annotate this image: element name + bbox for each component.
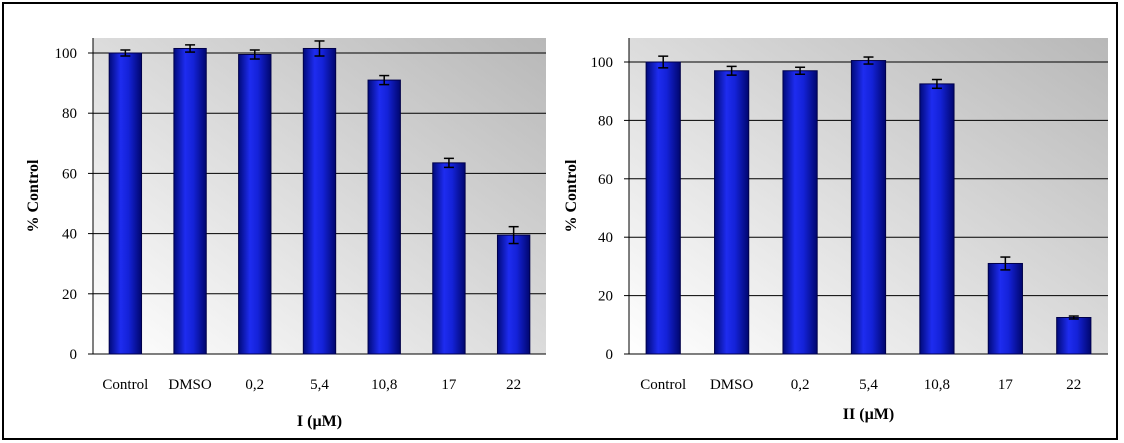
y-axis-title: % Control (563, 159, 580, 233)
x-tick-label: DMSO (168, 377, 212, 393)
y-tick-label: 40 (598, 230, 613, 246)
y-tick-label: 40 (62, 227, 77, 243)
x-tick-label: Control (640, 377, 686, 393)
y-tick-label: 100 (591, 55, 614, 71)
y-tick-label: 20 (598, 289, 613, 305)
chart-1: 0 20 40 60 80 100 Control DMSO 0,2 5,4 10,8 17 22 I (… (25, 38, 546, 430)
x-tick-label: Control (102, 377, 148, 393)
chart-2: 0 20 40 60 80 100 Control DMSO 0,2 5,4 10,8 17 22 II … (563, 38, 1108, 423)
bar (173, 47, 207, 355)
bar (1056, 317, 1092, 355)
bar (714, 70, 750, 355)
bar (919, 83, 955, 355)
x-axis-title: I (µM) (297, 413, 342, 430)
bar (782, 70, 818, 355)
x-tick-label: 22 (1066, 377, 1081, 393)
bar (108, 52, 143, 355)
y-tick-label: 80 (62, 106, 77, 122)
y-tick-label: 60 (598, 172, 613, 188)
y-tick-label: 0 (70, 347, 78, 363)
bar (302, 47, 337, 355)
y-tick-label: 100 (55, 46, 78, 62)
bar (496, 234, 531, 355)
bar (432, 162, 466, 355)
y-tick-label: 60 (62, 166, 77, 182)
bar (987, 262, 1023, 355)
bar (367, 79, 401, 355)
x-tick-label: 10,8 (924, 377, 950, 393)
x-tick-label: DMSO (710, 377, 754, 393)
x-tick-label: 0,2 (791, 377, 810, 393)
x-tick-label: 5,4 (859, 377, 878, 393)
x-tick-label: 17 (441, 377, 457, 393)
x-tick-label: 10,8 (371, 377, 397, 393)
x-tick-label: 0,2 (245, 377, 264, 393)
y-tick-label: 80 (598, 113, 613, 129)
y-tick-label: 20 (62, 287, 77, 303)
x-tick-label: 17 (998, 377, 1014, 393)
y-axis-title: % Control (25, 159, 42, 233)
y-tick-label: 0 (606, 347, 614, 363)
bar (238, 54, 272, 355)
x-tick-label: 5,4 (310, 377, 329, 393)
bar (645, 61, 681, 355)
x-axis-title: II (µM) (843, 406, 894, 423)
x-tick-label: 22 (506, 377, 521, 393)
bar (850, 60, 887, 355)
